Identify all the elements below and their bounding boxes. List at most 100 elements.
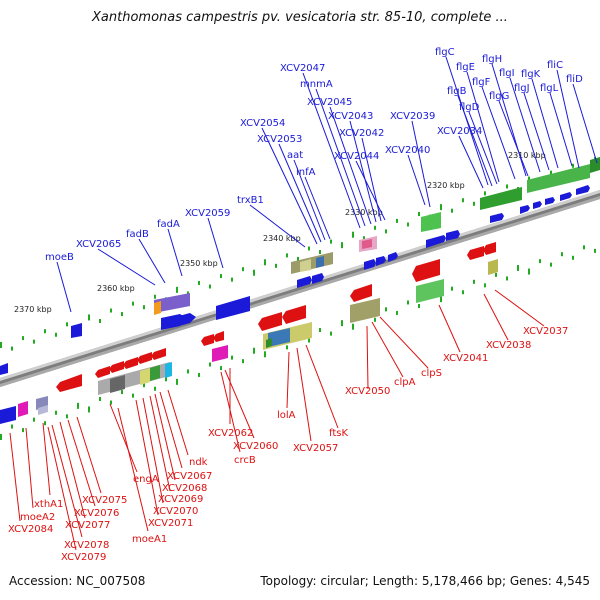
scale-tick <box>539 259 541 264</box>
gene-label-moea1: moeA1 <box>132 534 167 545</box>
top-leader-lines <box>56 56 598 313</box>
scale-tick <box>99 396 101 401</box>
scale-tick <box>473 279 475 284</box>
scale-tick <box>242 267 244 272</box>
gene-label-xcv2065: XCV2065 <box>76 239 121 250</box>
scale-tick <box>55 332 57 337</box>
scale-tick <box>253 347 255 354</box>
scale-tick <box>341 242 343 249</box>
scale-tick <box>418 212 420 217</box>
gene-label-clpa: clpA <box>394 377 416 388</box>
scale-tick <box>209 362 211 367</box>
scale-tick <box>517 265 519 272</box>
gene-label-xcv2037: XCV2037 <box>523 326 568 337</box>
genome-summary: Topology: circular; Length: 5,178,466 bp… <box>260 574 590 588</box>
scale-tick <box>154 294 156 299</box>
gene-label-xcv2059: XCV2059 <box>185 208 230 219</box>
scale-tick <box>33 417 35 422</box>
gene-label-xcv2062: XCV2062 <box>208 428 253 439</box>
scale-tick <box>143 305 145 310</box>
gene-label-xcv2042: XCV2042 <box>339 128 384 139</box>
scale-tick <box>319 328 321 333</box>
scale-tick <box>352 323 354 330</box>
scale-tick <box>33 339 35 344</box>
scale-tick <box>330 239 332 244</box>
gene-label-xcv2084: XCV2084 <box>8 524 53 535</box>
gene-label-mnma: mnmA <box>300 79 333 90</box>
scale-tick <box>66 322 68 327</box>
scale-tick <box>88 314 90 321</box>
gene-label-xcv2078: XCV2078 <box>64 540 109 551</box>
bottom-leader-lines <box>9 289 545 551</box>
scale-tick <box>550 170 552 175</box>
scale-tick <box>198 372 200 377</box>
scale-tick <box>187 369 189 374</box>
scale-tick <box>473 201 475 206</box>
gene-label-flid: fliD <box>566 74 583 85</box>
scale-tick <box>462 198 464 203</box>
scale-tick <box>286 345 288 350</box>
gene-label-flic: fliC <box>547 60 563 71</box>
gene-label-xcv2070: XCV2070 <box>153 506 198 517</box>
bottom-gene-labels: XCV2037 XCV2038 XCV2041 clpS clpA XCV205… <box>8 326 568 563</box>
top-gene-labels: flgC flgE flgH fliC flgB flgF flgI flgK … <box>45 47 583 263</box>
gene-label-xcv2039: XCV2039 <box>390 111 435 122</box>
scale-tick <box>451 286 453 291</box>
tick-label-2320: 2320 kbp <box>427 181 465 190</box>
gene-label-lola: lolA <box>277 410 296 421</box>
scale-tick <box>275 263 277 268</box>
scale-tick <box>264 259 266 266</box>
scale-tick <box>11 346 13 351</box>
tick-label-2310: 2310 kbp <box>508 151 546 160</box>
gene-label-flgb: flgB <box>447 86 467 97</box>
tick-label-2330: 2330 kbp <box>345 208 383 217</box>
scale-tick <box>165 375 167 382</box>
gene-label-xcv2079: XCV2079 <box>61 552 106 563</box>
scale-tick <box>143 383 145 388</box>
gene-label-xcv2047: XCV2047 <box>280 63 325 74</box>
scale-tick <box>330 331 332 336</box>
scale-tick <box>132 301 134 306</box>
scale-tick <box>506 276 508 281</box>
gene-label-flgl: flgL <box>540 83 559 94</box>
gene-label-xcv2034: XCV2034 <box>437 126 482 137</box>
scale-tick <box>374 317 376 322</box>
scale-tick <box>319 250 321 255</box>
scale-tick <box>385 307 387 312</box>
tick-label-2360: 2360 kbp <box>97 284 135 293</box>
scale-tick <box>0 434 2 440</box>
scale-tick <box>209 284 211 289</box>
gene-label-ndk: ndk <box>189 457 208 468</box>
scale-tick <box>121 390 123 395</box>
scale-tick <box>462 290 464 295</box>
scale-tick <box>440 296 442 303</box>
scale-tick <box>132 393 134 398</box>
page-title: Xanthomonas campestris pv. vesicatoria s… <box>92 10 508 25</box>
gene-label-xcv2045: XCV2045 <box>307 97 352 108</box>
gene-label-xcv2067: XCV2067 <box>167 471 212 482</box>
scale-tick <box>110 400 112 405</box>
scale-tick <box>121 312 123 317</box>
gene-label-flgg: flgG <box>489 91 509 102</box>
scale-tick <box>176 378 178 385</box>
gene-label-xcv2071: XCV2071 <box>148 518 193 529</box>
scale-tick <box>44 329 46 334</box>
gene-label-xcv2060: XCV2060 <box>233 441 278 452</box>
plus-strand-features <box>0 157 600 375</box>
scale-tick <box>220 366 222 371</box>
scale-tick <box>528 268 530 275</box>
scale-tick <box>44 421 46 426</box>
scale-tick <box>308 246 310 251</box>
gene-label-aat: aat <box>287 150 303 161</box>
gene-label-xcv2077: XCV2077 <box>65 520 110 531</box>
scale-tick <box>88 406 90 413</box>
gene-label-clps: clpS <box>421 368 442 379</box>
gene-label-xcv2038: XCV2038 <box>486 340 531 351</box>
scale-tick <box>11 424 13 429</box>
scale-tick-labels: 2310 kbp 2320 kbp 2330 kbp 2340 kbp 2350… <box>14 151 546 314</box>
gene-label-flgd: flgD <box>459 102 480 113</box>
gene-label-enga: engA <box>133 474 159 485</box>
gene-label-xcv2043: XCV2043 <box>328 111 373 122</box>
gene-label-flgc: flgC <box>435 47 455 58</box>
scale-tick <box>484 283 486 288</box>
